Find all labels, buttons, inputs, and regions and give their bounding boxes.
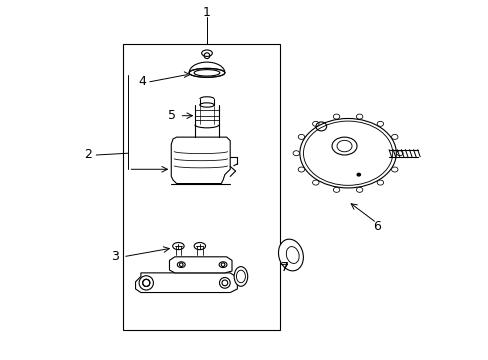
Ellipse shape: [292, 151, 299, 156]
Polygon shape: [171, 137, 230, 184]
Ellipse shape: [142, 279, 149, 287]
Ellipse shape: [356, 187, 362, 192]
Ellipse shape: [219, 278, 230, 288]
Ellipse shape: [200, 103, 214, 107]
Polygon shape: [135, 273, 237, 293]
Bar: [123, 44, 280, 330]
Ellipse shape: [356, 173, 360, 176]
Text: 6: 6: [372, 220, 380, 233]
Ellipse shape: [299, 118, 395, 188]
Ellipse shape: [391, 134, 397, 139]
Polygon shape: [169, 257, 231, 273]
Text: 2: 2: [84, 148, 92, 162]
Ellipse shape: [177, 262, 185, 267]
Ellipse shape: [298, 134, 304, 139]
Ellipse shape: [278, 239, 303, 271]
Ellipse shape: [201, 50, 212, 57]
Ellipse shape: [376, 180, 383, 185]
Ellipse shape: [312, 121, 318, 126]
Ellipse shape: [219, 262, 226, 267]
Ellipse shape: [234, 267, 247, 286]
Text: 7: 7: [280, 261, 288, 274]
Text: 1: 1: [203, 6, 210, 19]
Text: 4: 4: [139, 75, 146, 88]
Ellipse shape: [333, 114, 339, 119]
Ellipse shape: [376, 121, 383, 126]
Ellipse shape: [194, 243, 205, 249]
Ellipse shape: [356, 114, 362, 119]
Text: 3: 3: [111, 250, 119, 263]
Ellipse shape: [391, 167, 397, 172]
Ellipse shape: [298, 167, 304, 172]
Text: 5: 5: [168, 109, 176, 122]
Ellipse shape: [396, 151, 402, 156]
Ellipse shape: [172, 243, 184, 249]
Ellipse shape: [312, 180, 318, 185]
Ellipse shape: [333, 187, 339, 192]
Ellipse shape: [189, 68, 224, 77]
Ellipse shape: [139, 276, 153, 290]
